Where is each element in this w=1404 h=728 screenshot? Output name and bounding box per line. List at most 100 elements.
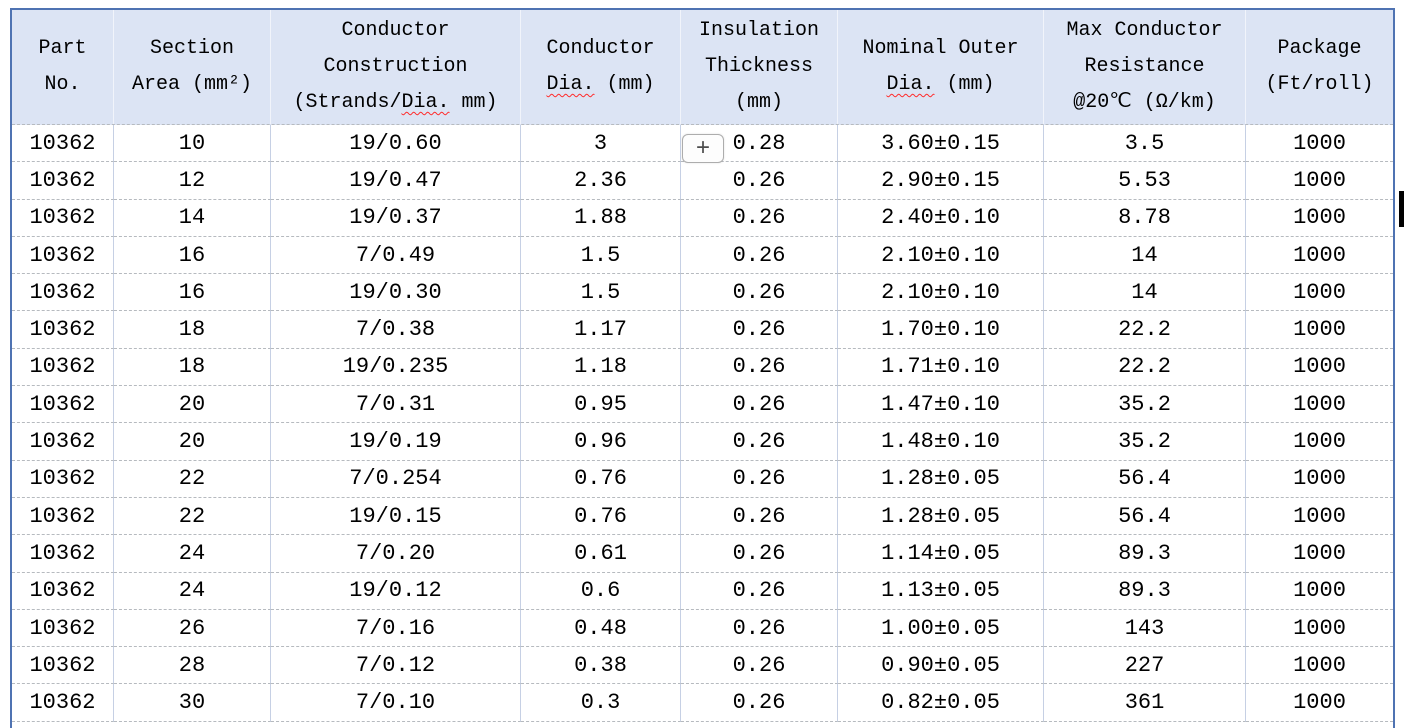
cell-1-conductor-construction[interactable]: 19/0.47 (271, 162, 521, 200)
cell-15-conductor-dia[interactable]: 0.3 (521, 684, 681, 722)
cell-13-nominal-outer-dia[interactable]: 1.00±0.05 (838, 609, 1044, 648)
cell-6-package[interactable]: 1000 (1246, 349, 1393, 387)
cell-11-conductor-dia[interactable]: 0.61 (521, 535, 681, 573)
cell-9-conductor-dia[interactable]: 0.76 (521, 460, 681, 498)
cell-15-nominal-outer-dia[interactable]: 0.82±0.05 (838, 684, 1044, 722)
cell-9-max-conductor-resistance[interactable]: 56.4 (1044, 460, 1246, 498)
cell-10-nominal-outer-dia[interactable]: 1.28±0.05 (838, 497, 1044, 536)
cell-7-nominal-outer-dia[interactable]: 1.47±0.10 (838, 386, 1044, 424)
cell-8-package[interactable]: 1000 (1246, 423, 1393, 461)
cell-4-max-conductor-resistance[interactable]: 14 (1044, 274, 1246, 312)
cell-14-conductor-construction[interactable]: 7/0.12 (271, 647, 521, 685)
cell-2-conductor-dia[interactable]: 1.88 (521, 199, 681, 237)
column-header-conductor-construction[interactable]: Conductor Construction (Strands/Dia. mm) (271, 10, 521, 124)
cell-14-max-conductor-resistance[interactable]: 227 (1044, 647, 1246, 685)
column-header-package[interactable]: Package (Ft/roll) (1246, 10, 1393, 124)
cell-9-nominal-outer-dia[interactable]: 1.28±0.05 (838, 460, 1044, 498)
cell-5-conductor-construction[interactable]: 7/0.38 (271, 311, 521, 349)
cell-6-nominal-outer-dia[interactable]: 1.71±0.10 (838, 348, 1044, 387)
cell-10-part-no[interactable]: 10362 (12, 497, 114, 536)
cell-5-conductor-dia[interactable]: 1.17 (521, 311, 681, 349)
cell-5-nominal-outer-dia[interactable]: 1.70±0.10 (838, 311, 1044, 349)
cell-11-package[interactable]: 1000 (1246, 535, 1393, 573)
cell-10-section-area[interactable]: 22 (114, 497, 271, 536)
cell-15-section-area[interactable]: 30 (114, 684, 271, 722)
cell-9-section-area[interactable]: 22 (114, 460, 271, 498)
cell-14-nominal-outer-dia[interactable]: 0.90±0.05 (838, 647, 1044, 685)
cell-10-max-conductor-resistance[interactable]: 56.4 (1044, 497, 1246, 536)
cell-11-part-no[interactable]: 10362 (12, 535, 114, 573)
cell-7-part-no[interactable]: 10362 (12, 386, 114, 424)
cell-5-package[interactable]: 1000 (1246, 311, 1393, 349)
cell-1-part-no[interactable]: 10362 (12, 162, 114, 200)
column-header-insulation-thickness[interactable]: Insulation Thickness (mm) (681, 10, 838, 124)
cell-3-conductor-dia[interactable]: 1.5 (521, 236, 681, 275)
cell-11-nominal-outer-dia[interactable]: 1.14±0.05 (838, 535, 1044, 573)
column-header-section-area[interactable]: Section Area (mm²) (114, 10, 271, 124)
cell-8-conductor-dia[interactable]: 0.96 (521, 423, 681, 461)
cell-13-insulation-thickness[interactable]: 0.26 (681, 609, 838, 648)
cell-1-section-area[interactable]: 12 (114, 162, 271, 200)
cell-6-conductor-dia[interactable]: 1.18 (521, 348, 681, 387)
cell-7-insulation-thickness[interactable]: 0.26 (681, 386, 838, 424)
cell-7-package[interactable]: 1000 (1246, 386, 1393, 424)
cell-6-conductor-construction[interactable]: 19/0.235 (271, 348, 521, 387)
cell-13-part-no[interactable]: 10362 (12, 609, 114, 648)
cell-1-max-conductor-resistance[interactable]: 5.53 (1044, 162, 1246, 200)
cell-4-insulation-thickness[interactable]: 0.26 (681, 274, 838, 312)
cell-2-nominal-outer-dia[interactable]: 2.40±0.10 (838, 199, 1044, 237)
insert-plus-button[interactable]: + (682, 134, 724, 163)
cell-4-conductor-dia[interactable]: 1.5 (521, 274, 681, 312)
cell-14-conductor-dia[interactable]: 0.38 (521, 647, 681, 685)
cell-6-section-area[interactable]: 18 (114, 348, 271, 387)
cell-10-insulation-thickness[interactable]: 0.26 (681, 497, 838, 536)
cell-3-conductor-construction[interactable]: 7/0.49 (271, 236, 521, 275)
cell-5-max-conductor-resistance[interactable]: 22.2 (1044, 311, 1246, 349)
cell-12-max-conductor-resistance[interactable]: 89.3 (1044, 572, 1246, 610)
cell-13-section-area[interactable]: 26 (114, 609, 271, 648)
cell-5-insulation-thickness[interactable]: 0.26 (681, 311, 838, 349)
cell-8-part-no[interactable]: 10362 (12, 423, 114, 461)
cell-3-section-area[interactable]: 16 (114, 236, 271, 275)
cell-14-section-area[interactable]: 28 (114, 647, 271, 685)
cell-15-part-no[interactable]: 10362 (12, 684, 114, 722)
column-header-max-conductor-resistance[interactable]: Max Conductor Resistance @20℃ (Ω/km) (1044, 10, 1246, 124)
cell-7-conductor-dia[interactable]: 0.95 (521, 386, 681, 424)
cell-14-package[interactable]: 1000 (1246, 647, 1393, 685)
cell-12-package[interactable]: 1000 (1246, 573, 1393, 610)
cell-3-nominal-outer-dia[interactable]: 2.10±0.10 (838, 236, 1044, 275)
cell-14-part-no[interactable]: 10362 (12, 647, 114, 685)
cell-11-section-area[interactable]: 24 (114, 535, 271, 573)
cell-2-package[interactable]: 1000 (1246, 200, 1393, 237)
cell-1-nominal-outer-dia[interactable]: 2.90±0.15 (838, 162, 1044, 200)
cell-2-section-area[interactable]: 14 (114, 199, 271, 237)
cell-15-package[interactable]: 1000 (1246, 684, 1393, 722)
cell-0-part-no[interactable]: 10362 (12, 125, 114, 163)
cell-2-conductor-construction[interactable]: 19/0.37 (271, 199, 521, 237)
cell-12-nominal-outer-dia[interactable]: 1.13±0.05 (838, 572, 1044, 610)
cell-0-package[interactable]: 1000 (1246, 125, 1393, 163)
cell-8-nominal-outer-dia[interactable]: 1.48±0.10 (838, 423, 1044, 461)
cell-3-max-conductor-resistance[interactable]: 14 (1044, 236, 1246, 275)
cell-9-conductor-construction[interactable]: 7/0.254 (271, 460, 521, 498)
cell-1-package[interactable]: 1000 (1246, 162, 1393, 200)
cell-15-insulation-thickness[interactable]: 0.26 (681, 684, 838, 722)
cell-7-section-area[interactable]: 20 (114, 386, 271, 424)
cell-9-insulation-thickness[interactable]: 0.26 (681, 460, 838, 498)
cell-10-package[interactable]: 1000 (1246, 498, 1393, 536)
cell-1-conductor-dia[interactable]: 2.36 (521, 162, 681, 200)
cell-13-conductor-construction[interactable]: 7/0.16 (271, 609, 521, 648)
cell-0-section-area[interactable]: 10 (114, 125, 271, 163)
cell-4-package[interactable]: 1000 (1246, 274, 1393, 312)
cell-6-insulation-thickness[interactable]: 0.26 (681, 348, 838, 387)
cell-3-insulation-thickness[interactable]: 0.26 (681, 236, 838, 275)
cell-9-part-no[interactable]: 10362 (12, 460, 114, 498)
cell-7-conductor-construction[interactable]: 7/0.31 (271, 386, 521, 424)
cell-12-conductor-construction[interactable]: 19/0.12 (271, 572, 521, 610)
cell-15-max-conductor-resistance[interactable]: 361 (1044, 684, 1246, 722)
cell-4-section-area[interactable]: 16 (114, 274, 271, 312)
cell-12-part-no[interactable]: 10362 (12, 572, 114, 610)
column-header-conductor-dia[interactable]: Conductor Dia. (mm) (521, 10, 681, 124)
cell-10-conductor-construction[interactable]: 19/0.15 (271, 497, 521, 536)
cell-13-package[interactable]: 1000 (1246, 610, 1393, 648)
